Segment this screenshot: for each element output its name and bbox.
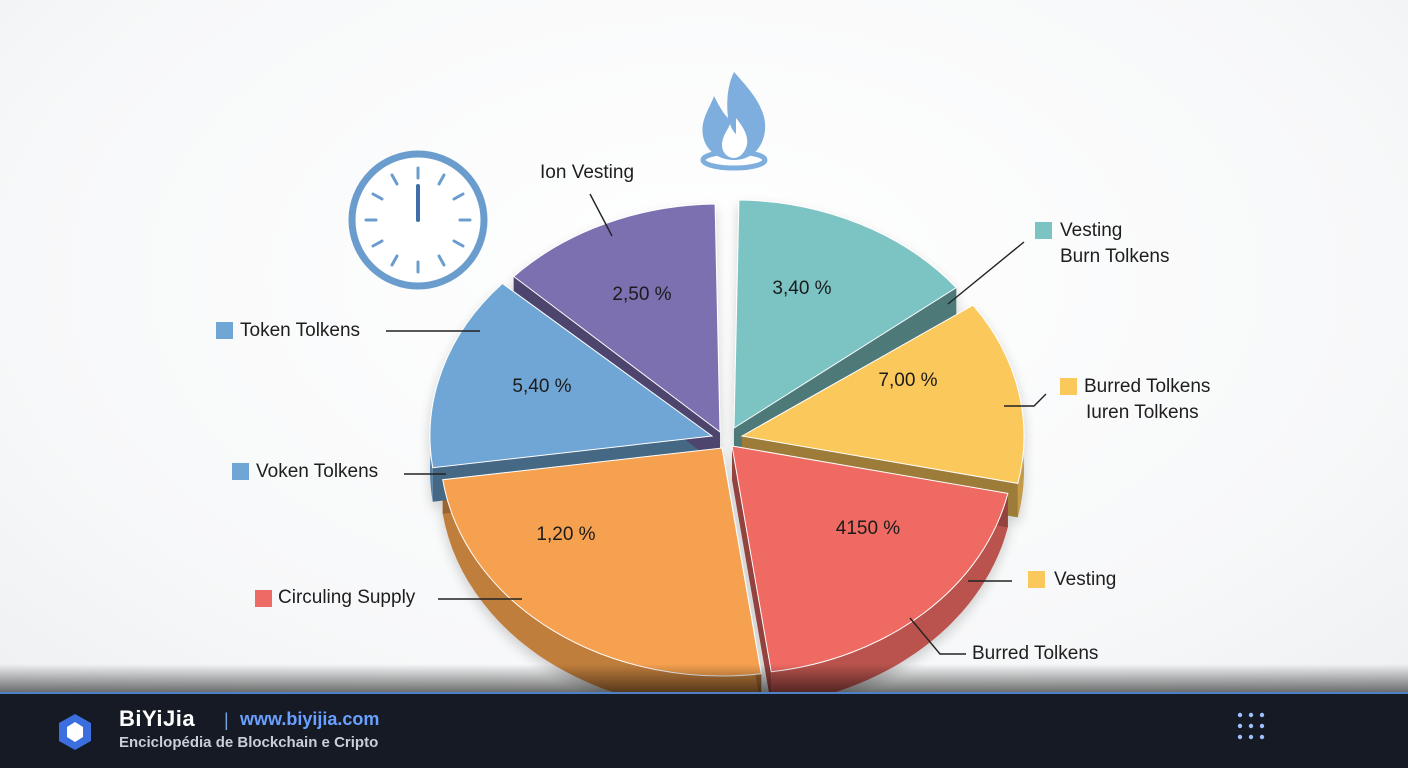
leader-line-7 — [909, 617, 966, 655]
legend-swatch-1 — [1035, 222, 1052, 239]
pie-slice-4 — [429, 282, 714, 469]
chart-stage: 3,40 % 7,00 % 4150 % 1,20 % 5,40 % 2,50 % Ion… — [0, 0, 1408, 692]
clock-icon — [348, 150, 488, 290]
legend-swatch-3 — [1060, 378, 1077, 395]
legend-callout-0: Ion Vesting — [540, 162, 634, 237]
flame-icon — [700, 72, 768, 171]
legend-label-3-1: Iuren Tolkens — [1086, 402, 1199, 423]
brand-tagline: Enciclopédia de Blockchain e Cripto — [119, 734, 379, 751]
legend-callout-2: Token Tolkens — [216, 320, 480, 341]
grid-menu-icon[interactable] — [1236, 711, 1266, 741]
pie-slice-0 — [733, 199, 958, 429]
legend-callout-1: Vesting Burn Tolkens — [947, 220, 1170, 305]
hexagon-logo-icon[interactable] — [55, 712, 95, 752]
legend-label-5-0: Vesting — [1054, 569, 1116, 590]
slice-value-label-3: 1,20 % — [536, 524, 595, 545]
pie-slice-wall-2-1 — [732, 446, 772, 692]
legend-label-2-0: Token Tolkens — [240, 320, 360, 341]
pie-chart: 3,40 % 7,00 % 4150 % 1,20 % 5,40 % 2,50 % Ion… — [216, 72, 1210, 692]
brand-name[interactable]: BiYiJia — [119, 706, 196, 731]
footer-bar: BiYiJia | www.biyijia.com Enciclopédia d… — [0, 692, 1408, 768]
legend-swatch-4 — [232, 463, 249, 480]
legend-label-6-0: Circuling Supply — [278, 587, 416, 608]
legend-swatch-6 — [255, 590, 272, 607]
pie-slice-3 — [442, 447, 762, 677]
slice-value-label-4: 5,40 % — [512, 376, 571, 397]
legend-callout-5: Vesting — [968, 569, 1116, 590]
leader-line-0 — [589, 193, 613, 237]
brand-separator: | — [224, 710, 229, 730]
legend-label-1-0: Vesting — [1060, 220, 1122, 241]
legend-label-7-0: Burred Tolkens — [972, 643, 1098, 664]
legend-label-4-0: Voken Tolkens — [256, 461, 378, 482]
pie-slice-side-3 — [442, 479, 762, 692]
slice-value-label-0: 3,40 % — [772, 278, 831, 299]
legend-label-1-1: Burn Tolkens — [1060, 246, 1170, 267]
legend-swatch-2 — [216, 322, 233, 339]
leader-line-3 — [1004, 393, 1047, 407]
legend-callout-7: Burred Tolkens — [909, 617, 1098, 664]
legend-callout-6: Circuling Supply — [255, 587, 522, 608]
pie-slice-1 — [740, 304, 1025, 484]
legend-label-3-0: Burred Tolkens — [1084, 376, 1210, 397]
legend-label-0-0: Ion Vesting — [540, 162, 634, 183]
legend-callout-4: Voken Tolkens — [232, 461, 446, 482]
slice-value-label-5: 2,50 % — [612, 284, 671, 305]
footer-fade — [0, 664, 1408, 692]
slice-value-label-1: 7,00 % — [878, 370, 937, 391]
legend-swatch-5 — [1028, 571, 1045, 588]
legend-callout-3: Burred Tolkens Iuren Tolkens — [1004, 376, 1210, 423]
leader-line-1 — [947, 241, 1025, 305]
brand-url-link[interactable]: www.biyijia.com — [240, 709, 380, 729]
slice-value-label-2: 4150 % — [836, 518, 901, 539]
